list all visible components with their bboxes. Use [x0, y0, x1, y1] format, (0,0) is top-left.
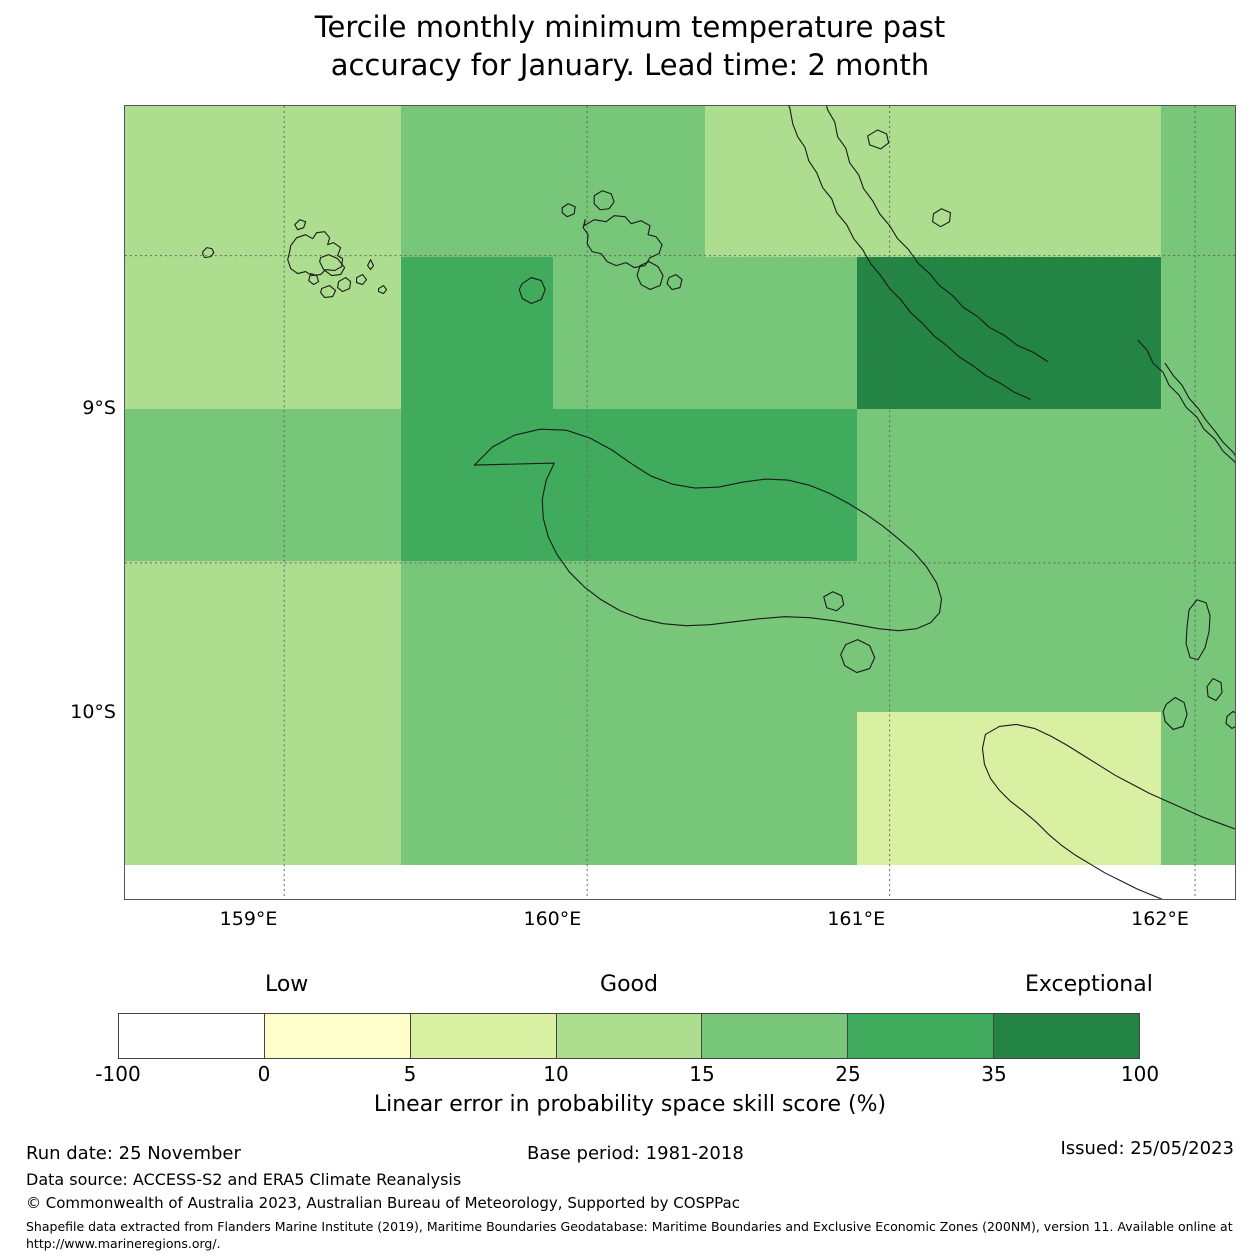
heatmap-cell — [1008, 408, 1162, 562]
colorbar-segment — [555, 1014, 702, 1058]
colorbar-segment — [263, 1014, 410, 1058]
colorbar-tick-label: 10 — [543, 1062, 569, 1086]
heatmap-cell — [1160, 106, 1235, 259]
footer-shapefile: Shapefile data extracted from Flanders M… — [26, 1219, 1233, 1251]
heatmap-cell — [704, 712, 858, 866]
x-tick-label: 161°E — [827, 908, 886, 930]
heatmap-cell — [249, 560, 402, 714]
colorbar-tick-label: 100 — [1120, 1062, 1160, 1086]
colorbar-segment — [119, 1014, 264, 1058]
y-tick-label: 9°S — [82, 397, 116, 420]
footer-run-date: Run date: 25 November — [26, 1143, 241, 1164]
x-tick-label: 160°E — [523, 908, 582, 930]
footer-copyright: © Commonwealth of Australia 2023, Austra… — [26, 1194, 740, 1212]
colorbar-segment — [701, 1014, 848, 1058]
heatmap-cell — [400, 106, 554, 259]
colorbar-segments[interactable] — [118, 1013, 1140, 1059]
heatmap-cell — [1008, 560, 1162, 714]
heatmap-cell — [125, 106, 251, 259]
x-tick-label: 159°E — [219, 908, 278, 930]
colorbar-segment — [409, 1014, 556, 1058]
heatmap-cell — [125, 408, 251, 562]
heatmap-cell — [125, 257, 251, 410]
heatmap-cell — [125, 560, 251, 714]
colorbar-category-label: Low — [264, 972, 309, 997]
footer-base-period: Base period: 1981-2018 — [527, 1143, 744, 1164]
colorbar-tick-label: 5 — [403, 1062, 417, 1086]
colorbar-category-label: Good — [600, 972, 658, 997]
footer-data-source: Data source: ACCESS-S2 and ERA5 Climate … — [26, 1170, 462, 1189]
colorbar-tick-label: 35 — [981, 1062, 1007, 1086]
colorbar-tick-label: 25 — [835, 1062, 861, 1086]
colorbar-axis-label: Linear error in probability space skill … — [373, 1092, 887, 1117]
colorbar-segment — [847, 1014, 994, 1058]
colorbar-category-label: Exceptional — [1024, 972, 1153, 997]
footer-issued: Issued: 25/05/2023 — [1060, 1138, 1234, 1159]
x-tick-label: 162°E — [1131, 908, 1189, 930]
colorbar-segment — [993, 1014, 1140, 1058]
colorbar-tick-label: 15 — [689, 1062, 715, 1086]
y-tick-label: 10°S — [70, 700, 116, 723]
page-title: Tercile monthly minimum temperature past… — [314, 10, 946, 82]
map-panel[interactable] — [124, 105, 1236, 900]
colorbar-tick-label: 0 — [257, 1062, 271, 1086]
heatmap-cell — [249, 257, 402, 410]
heatmap-cell — [249, 712, 402, 866]
heatmap-cell — [249, 408, 402, 562]
colorbar-tick-label: -100 — [95, 1062, 141, 1086]
heatmap-cell — [400, 712, 554, 866]
heatmap-cell — [125, 712, 251, 866]
colorbar[interactable] — [118, 1013, 1140, 1059]
heatmap-cell — [552, 712, 706, 866]
